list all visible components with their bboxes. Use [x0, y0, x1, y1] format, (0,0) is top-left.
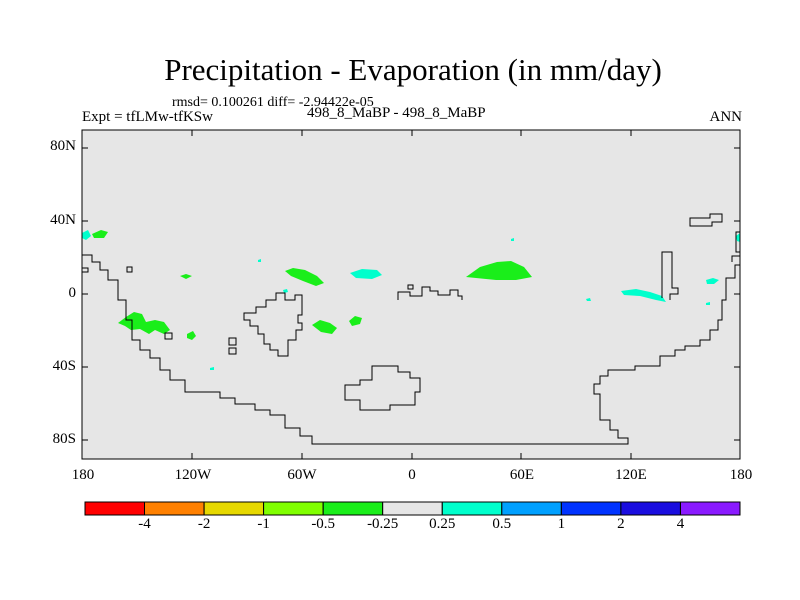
- colorbar-box: [322, 501, 384, 516]
- lat-label-40n: 40N: [50, 212, 76, 228]
- colorbar-label: 1: [557, 516, 566, 532]
- colorbar: [84, 501, 741, 516]
- coastline-small-island-3: [164, 332, 173, 340]
- coastline-northeast: [689, 213, 723, 227]
- coastline-small-island-2: [228, 347, 237, 355]
- lon-label-0: 0: [408, 467, 416, 483]
- field-region-cyan-nw: [82, 230, 91, 240]
- season-label: ANN: [709, 109, 743, 125]
- field-region-cyan-edge: [736, 233, 740, 242]
- coastline-antarctic-island: [344, 365, 421, 411]
- colorbar-label: -4: [138, 516, 151, 532]
- lon-label-120e: 120E: [615, 467, 647, 483]
- field-region-nw-green: [92, 230, 108, 238]
- colorbar-label: 0.25: [429, 516, 456, 532]
- field-shading: [82, 230, 740, 370]
- coastline-continent-west-america: [82, 254, 740, 445]
- colorbar-box: [501, 501, 562, 516]
- colorbar-label: -2: [197, 516, 211, 532]
- colorbar-label: 4: [676, 516, 685, 532]
- colorbar-box: [680, 501, 741, 516]
- coastlines: [82, 213, 740, 445]
- map-title: Precipitation - Evaporation (in mm/day): [164, 52, 662, 87]
- colorbar-box: [560, 501, 622, 516]
- field-region-cyan-ne: [706, 278, 719, 284]
- subtitle: 498_8_MaBP - 498_8_MaBP: [307, 105, 486, 121]
- colorbar-box: [382, 501, 443, 516]
- coastline-africa: [397, 286, 463, 300]
- colorbar-label: -0.5: [311, 516, 336, 532]
- lat-label-80n: 80N: [50, 138, 76, 154]
- field-region-atlantic-green: [285, 268, 324, 286]
- colorbar-box: [441, 501, 503, 516]
- lon-label-180w: 180: [71, 467, 95, 483]
- coastline-south-america: [243, 292, 303, 357]
- coastline-east-coast: [731, 255, 740, 262]
- colorbar-label: 2: [617, 516, 625, 532]
- colorbar-label: 0.5: [492, 516, 512, 532]
- lon-label-60e: 60E: [509, 467, 535, 483]
- lat-label-40s: 40S: [52, 358, 76, 374]
- lon-label-180e: 180: [729, 467, 753, 483]
- field-region-smallblob-1: [349, 316, 362, 326]
- colorbar-label: -1: [257, 516, 270, 532]
- colorbar-box: [620, 501, 681, 516]
- field-region-southatlantic-green: [312, 320, 337, 334]
- lat-label-0: 0: [68, 285, 77, 301]
- colorbar-box: [203, 501, 265, 516]
- lon-label-60w: 60W: [287, 467, 317, 483]
- colorbar-box: [263, 501, 324, 516]
- field-region-smallblob-3: [180, 274, 192, 279]
- field-region-southpacific-green: [118, 312, 170, 334]
- coastline-north-lakes: [82, 267, 89, 273]
- colorbar-label: -0.25: [367, 516, 399, 532]
- stats-line: rmsd= 0.100261 diff= -2.94422e-05: [172, 95, 374, 110]
- field-region-westpacific-cyan: [621, 289, 666, 302]
- axis-ticks: [82, 130, 740, 459]
- experiment-label: Expt = tfLMw-tfKSw: [82, 109, 213, 125]
- field-region-east-green: [466, 261, 532, 280]
- colorbar-box: [144, 501, 205, 516]
- coastline-small-island-1: [228, 337, 237, 346]
- lat-label-80s: 80S: [52, 431, 76, 447]
- lon-label-120w: 120W: [174, 467, 212, 483]
- field-region-equatorial-cyan: [350, 269, 382, 279]
- coastline-small-island-4: [126, 266, 133, 273]
- coastline-small-island-5: [407, 284, 414, 290]
- coastline-ne-edge: [735, 231, 740, 253]
- coastline-east-asia: [661, 251, 679, 300]
- colorbar-box: [84, 501, 145, 516]
- field-region-smallblob-2: [187, 331, 196, 340]
